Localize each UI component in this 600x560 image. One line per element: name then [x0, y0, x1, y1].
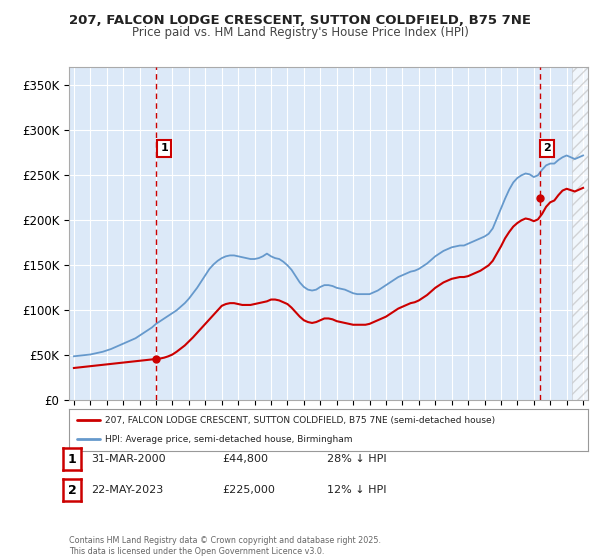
Text: 12% ↓ HPI: 12% ↓ HPI — [327, 485, 386, 495]
Text: Price paid vs. HM Land Registry's House Price Index (HPI): Price paid vs. HM Land Registry's House … — [131, 26, 469, 39]
Text: 28% ↓ HPI: 28% ↓ HPI — [327, 454, 386, 464]
Text: 1: 1 — [160, 143, 168, 153]
Text: 1: 1 — [68, 452, 76, 466]
Bar — [572, 67, 588, 400]
Text: HPI: Average price, semi-detached house, Birmingham: HPI: Average price, semi-detached house,… — [106, 435, 353, 444]
Text: Contains HM Land Registry data © Crown copyright and database right 2025.
This d: Contains HM Land Registry data © Crown c… — [69, 536, 381, 556]
Text: 2: 2 — [68, 483, 76, 497]
Text: 207, FALCON LODGE CRESCENT, SUTTON COLDFIELD, B75 7NE (semi-detached house): 207, FALCON LODGE CRESCENT, SUTTON COLDF… — [106, 416, 496, 424]
Text: £44,800: £44,800 — [222, 454, 268, 464]
Text: 207, FALCON LODGE CRESCENT, SUTTON COLDFIELD, B75 7NE: 207, FALCON LODGE CRESCENT, SUTTON COLDF… — [69, 14, 531, 27]
Text: 2: 2 — [543, 143, 551, 153]
Text: 22-MAY-2023: 22-MAY-2023 — [91, 485, 163, 495]
Text: £225,000: £225,000 — [222, 485, 275, 495]
Text: 31-MAR-2000: 31-MAR-2000 — [91, 454, 166, 464]
